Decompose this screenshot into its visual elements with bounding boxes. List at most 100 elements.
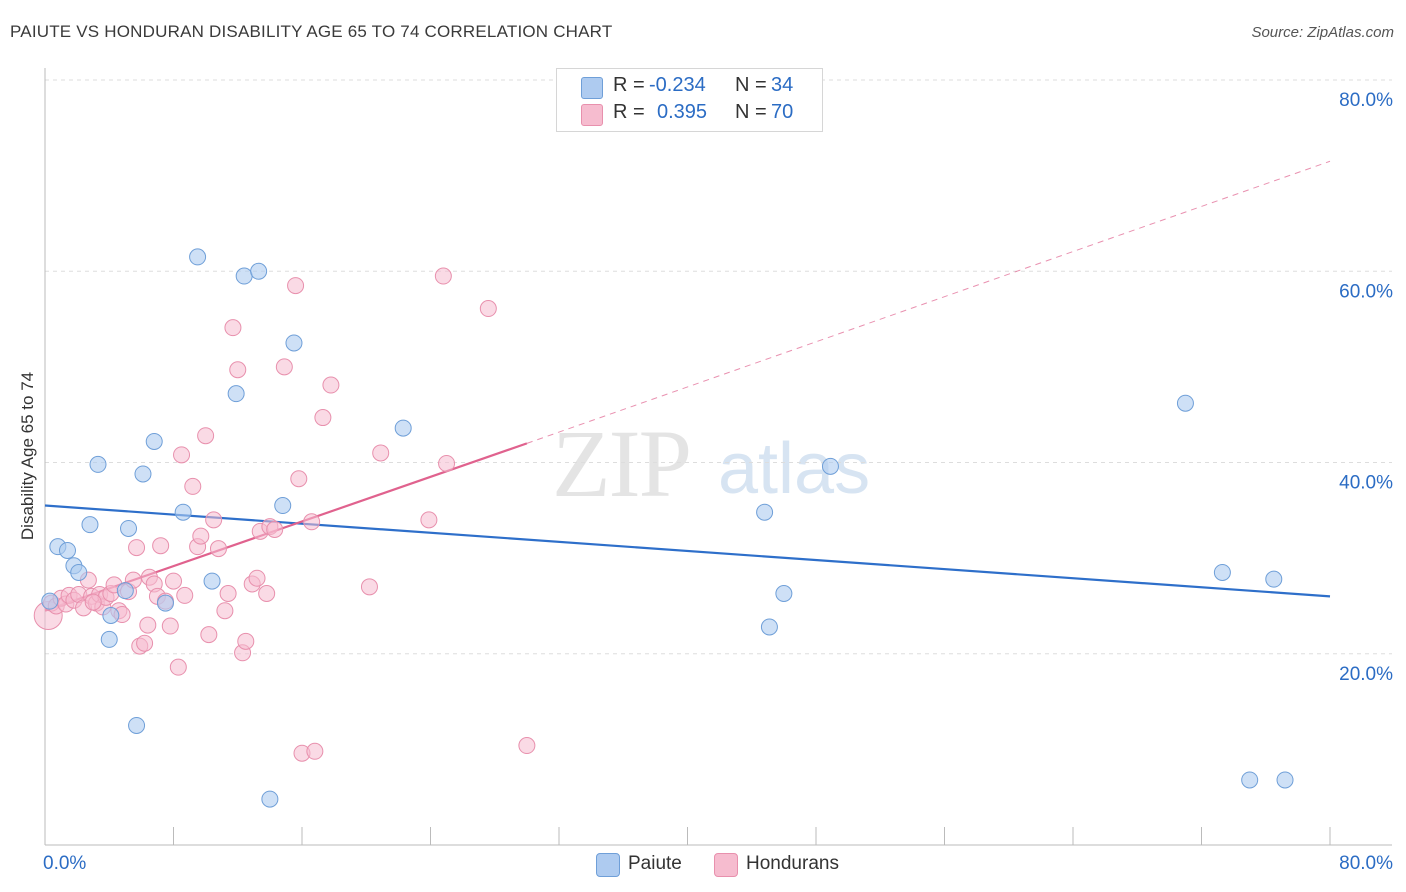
paiute-point-19: [235, 267, 253, 285]
paiute-point-20: [250, 262, 268, 280]
honduran-point-63: [420, 511, 438, 529]
honduran-point-61: [360, 578, 378, 596]
honduran-point-32: [173, 446, 191, 464]
correlation-legend: R = -0.234 N = 34 R = 0.395 N = 70: [556, 68, 823, 132]
paiute-point-27: [775, 585, 793, 603]
y-axis-label: Disability Age 65 to 74: [18, 371, 37, 541]
paiute-point-23: [285, 334, 303, 352]
legend-n-label-paiute: N =: [735, 74, 767, 96]
paiute-point-16: [189, 248, 207, 266]
paiute-point-5: [81, 516, 99, 534]
paiute-point-30: [1213, 563, 1231, 581]
legend-r-label-paiute: R =: [613, 74, 645, 96]
paiute-trend-line: [44, 504, 1331, 598]
honduran-point-53: [275, 358, 293, 376]
honduran-point-34: [184, 477, 202, 495]
paiute-point-21: [261, 790, 279, 808]
paiute-point-2: [58, 541, 76, 559]
legend-r-value-hondurans: 0.395: [657, 101, 708, 123]
paiute-point-11: [128, 716, 146, 734]
paiute-legend-label: Paiute: [628, 853, 682, 874]
honduran-point-67: [518, 737, 536, 755]
axes: [44, 68, 1392, 846]
y-tick-label-60: 60.0%: [1339, 281, 1393, 302]
chart-title: PAIUTE VS HONDURAN DISABILITY AGE 65 TO …: [10, 22, 613, 41]
paiute-point-25: [756, 503, 774, 521]
hondurans-legend-label: Hondurans: [746, 853, 839, 874]
paiute-point-8: [102, 607, 120, 624]
legend-r-value-paiute: -0.234: [649, 74, 706, 96]
honduran-point-37: [197, 427, 215, 445]
hondurans-swatch: [581, 104, 603, 126]
paiute-point-31: [1241, 771, 1259, 789]
legend-n-label-hondurans: N =: [735, 101, 767, 123]
honduran-point-64: [434, 267, 452, 285]
honduran-point-66: [479, 300, 497, 318]
honduran-point-29: [161, 617, 179, 635]
paiute-point-15: [174, 503, 192, 521]
honduran-point-59: [314, 409, 332, 427]
y-tick-label-20: 20.0%: [1339, 664, 1393, 685]
paiute-point-9: [116, 582, 134, 600]
legend-n-value-hondurans: 70: [771, 101, 794, 123]
paiute-legend-swatch: [596, 853, 620, 877]
legend-r-label-hondurans: R =: [613, 101, 645, 123]
data-points: [33, 248, 1294, 808]
paiute-point-7: [100, 630, 118, 648]
honduran-point-54: [287, 277, 305, 295]
paiute-point-29: [1176, 394, 1194, 412]
watermark-atlas: atlas: [718, 429, 871, 509]
honduran-point-41: [216, 602, 234, 620]
honduran-point-69: [84, 593, 102, 611]
paiute-point-28: [821, 457, 839, 475]
honduran-point-43: [224, 319, 242, 337]
paiute-point-6: [89, 455, 107, 473]
paiute-point-10: [120, 519, 138, 537]
honduran-point-60: [322, 376, 340, 394]
honduran-point-31: [169, 658, 187, 676]
honduran-point-23: [136, 634, 154, 652]
honduran-point-46: [237, 632, 255, 650]
honduran-point-36: [192, 527, 210, 545]
paiute-point-0: [41, 592, 59, 610]
paiute-point-4: [70, 563, 88, 581]
honduran-point-33: [176, 586, 194, 604]
honduran-point-40: [209, 540, 227, 558]
paiute-point-17: [203, 572, 221, 590]
x-tick-label-max: 80.0%: [1339, 853, 1393, 874]
honduran-point-65: [438, 454, 456, 472]
y-tick-label-40: 40.0%: [1339, 473, 1393, 494]
paiute-point-24: [394, 419, 412, 437]
honduran-point-30: [165, 572, 182, 590]
honduran-point-57: [303, 513, 321, 531]
source-label: Source: ZipAtlas.com: [1251, 24, 1394, 41]
honduran-point-38: [200, 626, 218, 644]
honduran-point-21: [128, 539, 146, 557]
watermark-zip: ZIP: [552, 410, 692, 517]
honduran-point-27: [152, 537, 170, 555]
y-tick-label-80: 80.0%: [1339, 90, 1393, 111]
honduran-point-48: [248, 569, 266, 587]
hondurans-legend-swatch: [714, 853, 738, 877]
honduran-point-58: [306, 742, 324, 760]
honduran-point-42: [219, 585, 237, 603]
grid-lines: [45, 79, 1392, 655]
honduran-point-52: [266, 520, 284, 538]
honduran-point-68: [139, 616, 157, 634]
honduran-point-62: [372, 444, 390, 462]
legend-n-value-paiute: 34: [771, 74, 794, 96]
honduran-point-50: [258, 585, 276, 603]
paiute-point-12: [134, 465, 152, 483]
x-tick-label-min: 0.0%: [43, 853, 86, 874]
honduran-point-55: [290, 470, 308, 488]
paiute-point-14: [156, 594, 174, 612]
paiute-point-32: [1265, 570, 1283, 588]
honduran-point-44: [229, 361, 247, 379]
honduran-point-39: [205, 511, 223, 529]
paiute-point-18: [227, 385, 245, 403]
tick-labels: 20.0% 40.0% 60.0% 80.0% 0.0% 80.0%: [43, 90, 1393, 874]
honduran-trend-extension: [526, 160, 1331, 444]
paiute-point-26: [760, 618, 778, 636]
paiute-point-33: [1276, 771, 1294, 789]
